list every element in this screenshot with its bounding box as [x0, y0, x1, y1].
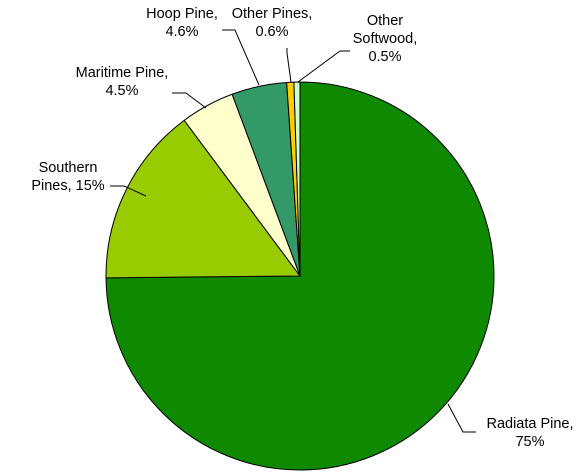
leader-other-softwood [297, 50, 350, 83]
label-other-softwood: Other Softwood, 0.5% [353, 13, 418, 65]
slice-southern-pines [105, 119, 301, 279]
label-line: Other Pines, [232, 6, 313, 22]
label-line: Other [367, 13, 403, 29]
leader-southern-pines [110, 185, 147, 197]
label-line: 4.6% [165, 24, 198, 40]
label-line: Southern [39, 160, 98, 176]
label-line: 4.5% [105, 83, 138, 99]
label-hoop-pine: Hoop Pine, 4.6% [146, 6, 218, 40]
leader-maritime-pine [172, 92, 207, 109]
label-line: 0.6% [255, 24, 288, 40]
slice-other-softwood [293, 81, 301, 277]
pie-slices [105, 81, 495, 471]
leader-radiata-pine [447, 403, 476, 433]
slice-labels: Radiata Pine, 75% Southern Pines, 15% Mariti… [31, 6, 573, 450]
label-southern-pines: Southern Pines, 15% [31, 160, 104, 194]
label-maritime-pine: Maritime Pine, 4.5% [76, 65, 169, 99]
label-line: 0.5% [368, 49, 401, 65]
label-line: Radiata Pine, [486, 416, 573, 432]
label-other-pines: Other Pines, 0.6% [232, 6, 313, 40]
label-line: 75% [515, 434, 544, 450]
slice-radiata-pine [105, 81, 495, 471]
leader-lines [110, 29, 476, 433]
label-line: Maritime Pine, [76, 65, 169, 81]
label-line: Pines, 15% [31, 178, 104, 194]
label-line: Hoop Pine, [146, 6, 218, 22]
leader-hoop-pine [222, 29, 260, 86]
leader-other-pines [286, 48, 292, 83]
label-radiata-pine: Radiata Pine, 75% [486, 416, 573, 450]
label-line: Softwood, [353, 31, 418, 47]
